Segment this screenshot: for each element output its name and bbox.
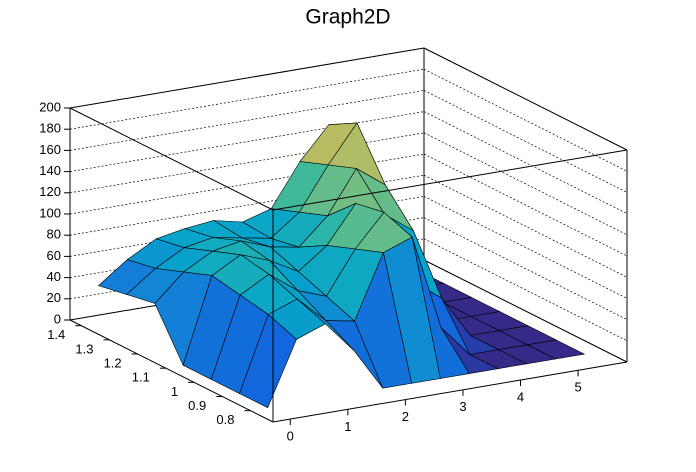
y-tick-label: 1.1 [132,370,150,385]
z-tick-label: 100 [39,205,61,220]
y-axis [69,319,274,423]
x-tick-label: 5 [574,380,581,395]
z-tick-label: 80 [47,227,61,242]
z-tick-label: 160 [39,142,61,157]
z-tick-label: 120 [39,184,61,199]
surface-cell [239,313,297,409]
z-tick-label: 40 [47,269,61,284]
grid-line [423,259,628,363]
grid-line [423,238,628,342]
z-tick-label: 60 [47,248,61,263]
grid-line [423,90,628,193]
y-tick-label: 0.9 [188,398,206,413]
grid-line [423,47,628,151]
y-tick-label: 1.4 [47,327,65,342]
x-tick-label: 4 [517,389,524,404]
x-tick-label: 1 [344,419,351,434]
x-tick-label: 0 [287,429,294,444]
z-tick-label: 180 [39,121,61,136]
z-tick-label: 200 [39,99,61,114]
box-edge [272,149,628,211]
x-axis [272,361,628,423]
grid-line [423,196,628,299]
grid-line [423,174,628,278]
z-tick-label: 20 [47,290,61,305]
y-tick-label: 1 [171,384,178,399]
grid-line [423,68,628,172]
grid-line [423,153,628,257]
y-tick-label: 1.3 [75,341,93,356]
x-tick-label: 2 [402,409,409,424]
box-edge [69,107,274,211]
box-edge [69,47,425,109]
y-tick-label: 0.8 [216,412,234,427]
chart-title: Graph2D [305,6,390,29]
grid-line [423,217,628,320]
y-tick-label: 1.2 [104,355,122,370]
z-tick-label: 0 [54,311,61,326]
x-tick-label: 3 [459,399,466,414]
grid-line [423,111,628,214]
z-tick-label: 140 [39,163,61,178]
grid-line [423,132,628,236]
